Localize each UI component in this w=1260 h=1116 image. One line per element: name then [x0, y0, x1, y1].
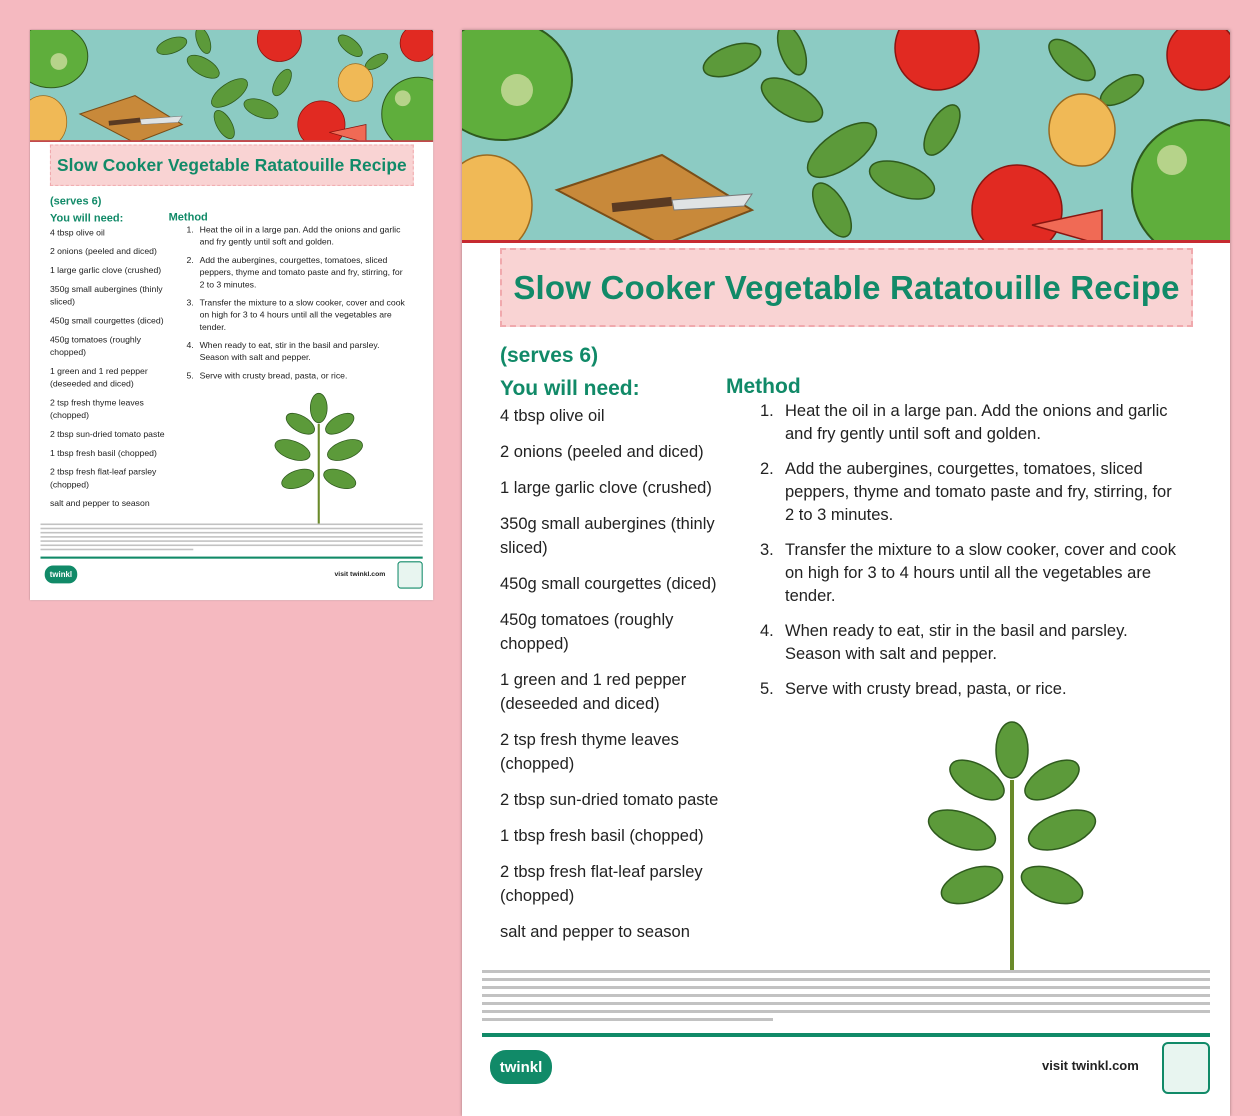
- ingredient-item: 450g tomatoes (roughly chopped): [49, 335, 141, 358]
- quality-badge-icon: [1162, 1042, 1210, 1094]
- ingredient-item: salt and pepper to season: [500, 923, 690, 941]
- method-step: 5. Serve with crusty bread, pasta, or ric…: [186, 370, 406, 382]
- ingredient-item: 4 tbsp olive oil: [500, 407, 605, 425]
- twinkl-logo: twinkl: [490, 1050, 552, 1084]
- step-number: 5.: [760, 680, 774, 698]
- ingredient-item: 1 green and 1 red pepper (deseeded and d…: [49, 366, 148, 389]
- ingredient-item: 450g tomatoes (roughly chopped): [500, 611, 674, 653]
- disclaimer-text: [482, 965, 1210, 1027]
- ingredient-item: 2 tsp fresh thyme leaves (chopped): [500, 731, 679, 773]
- visit-link[interactable]: visit twinkl.com: [334, 569, 386, 578]
- method-step: 2. Add the aubergines, courgettes, tomato…: [760, 458, 1180, 527]
- method-step: 1. Heat the oil in a large pan. Add the o…: [760, 400, 1180, 446]
- step-number: 3.: [760, 541, 774, 559]
- ingredient-item: 2 tbsp fresh flat-leaf parsley (chopped): [49, 467, 157, 490]
- ingredient-item: 2 tbsp sun-dried tomato paste: [500, 791, 719, 809]
- basil-plant-illustration: [927, 721, 1097, 970]
- visit-link[interactable]: visit twinkl.com: [1042, 1058, 1139, 1073]
- twinkl-logo: twinkl: [44, 565, 78, 584]
- page-thumbnail[interactable]: Slow Cooker Vegetable Ratatouille Recipe…: [30, 30, 434, 601]
- step-text: Serve with crusty bread, pasta, or rice.: [785, 680, 1067, 698]
- step-number: 4.: [186, 340, 194, 351]
- method-step: 1. Heat the oil in a large pan. Add the o…: [186, 224, 406, 248]
- disclaimer-text: [40, 521, 423, 554]
- method-step: 3. Transfer the mixture to a slow cooker,…: [760, 539, 1180, 608]
- ingredient-item: 4 tbsp olive oil: [49, 227, 105, 238]
- step-number: 1.: [186, 225, 194, 235]
- ingredients-list: 4 tbsp olive oil 2 onions (peeled and di…: [500, 404, 730, 956]
- step-text: When ready to eat, stir in the basil and…: [199, 340, 380, 363]
- ingredient-item: 350g small aubergines (thinly sliced): [500, 515, 715, 557]
- step-number: 5.: [186, 371, 194, 381]
- step-text: Add the aubergines, courgettes, tomatoes…: [199, 255, 403, 290]
- ingredient-item: 1 large garlic clove (crushed): [500, 479, 712, 497]
- ingredient-item: 2 tsp fresh thyme leaves (chopped): [49, 398, 144, 421]
- vegetable-banner-illustration: [462, 30, 1230, 243]
- serves-label: (serves 6): [500, 344, 599, 367]
- ingredient-item: 1 tbsp fresh basil (chopped): [49, 448, 157, 458]
- ingredient-item: 1 large garlic clove (crushed): [49, 265, 162, 276]
- ingredient-item: 2 tbsp sun-dried tomato paste: [49, 429, 165, 439]
- ingredient-item: 1 tbsp fresh basil (chopped): [500, 827, 704, 845]
- step-number: 3.: [186, 298, 194, 308]
- title-box: Slow Cooker Vegetable Ratatouille Recipe: [49, 144, 414, 186]
- method-list: 1. Heat the oil in a large pan. Add the o…: [186, 224, 406, 388]
- title-box: Slow Cooker Vegetable Ratatouille Recipe: [500, 248, 1193, 327]
- vegetable-banner-illustration: [30, 30, 434, 142]
- method-heading: Method: [168, 211, 208, 224]
- step-text: When ready to eat, stir in the basil and…: [785, 622, 1128, 663]
- step-number: 4.: [760, 622, 774, 640]
- ingredient-item: salt and pepper to season: [49, 498, 150, 509]
- step-number: 2.: [186, 255, 194, 266]
- ingredient-item: 2 onions (peeled and diced): [500, 443, 704, 461]
- method-step: 2. Add the aubergines, courgettes, tomato…: [186, 255, 406, 291]
- ingredients-heading: You will need:: [500, 377, 640, 400]
- recipe-title: Slow Cooker Vegetable Ratatouille Recipe: [513, 268, 1180, 306]
- step-text: Heat the oil in a large pan. Add the oni…: [199, 225, 401, 247]
- step-number: 1.: [760, 402, 774, 420]
- ingredient-item: 2 tbsp fresh flat-leaf parsley (chopped): [500, 863, 703, 905]
- recipe-title: Slow Cooker Vegetable Ratatouille Recipe: [56, 155, 407, 175]
- step-text: Transfer the mixture to a slow cooker, c…: [199, 298, 405, 332]
- ingredient-item: 1 green and 1 red pepper (deseeded and d…: [500, 671, 687, 713]
- ingredient-item: 450g small courgettes (diced): [49, 316, 164, 326]
- ingredient-item: 450g small courgettes (diced): [500, 575, 717, 593]
- step-text: Add the aubergines, courgettes, tomatoes…: [785, 460, 1172, 524]
- serves-label: (serves 6): [49, 194, 102, 207]
- method-heading: Method: [726, 375, 801, 398]
- ingredients-heading: You will need:: [49, 212, 124, 225]
- quality-badge-icon: [397, 561, 423, 589]
- step-text: Heat the oil in a large pan. Add the oni…: [785, 402, 1168, 443]
- step-number: 2.: [760, 460, 774, 478]
- method-step: 4. When ready to eat, stir in the basil a…: [760, 620, 1180, 666]
- page-preview: Slow Cooker Vegetable Ratatouille Recipe…: [462, 30, 1230, 1116]
- ingredients-list: 4 tbsp olive oil 2 onions (peeled and di…: [50, 226, 171, 516]
- footer-divider: [482, 1033, 1210, 1037]
- step-text: Transfer the mixture to a slow cooker, c…: [785, 541, 1176, 605]
- ingredient-item: 2 onions (peeled and diced): [49, 246, 157, 257]
- footer-divider: [40, 556, 423, 559]
- step-text: Serve with crusty bread, pasta, or rice.: [199, 371, 348, 381]
- method-step: 4. When ready to eat, stir in the basil a…: [186, 340, 406, 364]
- ingredient-item: 350g small aubergines (thinly sliced): [49, 284, 163, 307]
- basil-plant-illustration: [274, 392, 363, 524]
- method-list: 1. Heat the oil in a large pan. Add the o…: [760, 400, 1180, 713]
- method-step: 3. Transfer the mixture to a slow cooker,…: [186, 297, 406, 333]
- method-step: 5. Serve with crusty bread, pasta, or ric…: [760, 678, 1180, 701]
